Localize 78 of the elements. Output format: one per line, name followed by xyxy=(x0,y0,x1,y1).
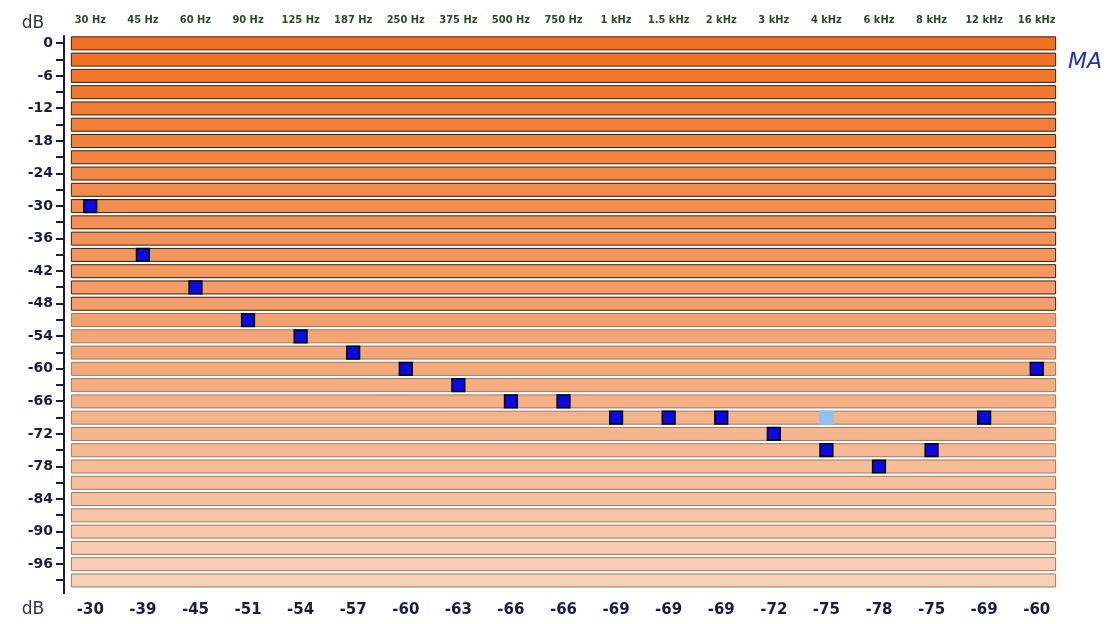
point xyxy=(766,426,781,442)
point xyxy=(924,443,939,458)
x-tick-label: 12 kHz xyxy=(965,13,1004,27)
data-label: -54 xyxy=(287,599,315,618)
x-tick-label: 750 Hz xyxy=(544,13,583,27)
y-tick-label: -72 xyxy=(27,424,53,441)
y-tick-label: 0 xyxy=(43,33,54,50)
data-label: -63 xyxy=(444,599,472,618)
y-tick-label: -54 xyxy=(27,326,54,343)
y-tick-label: -18 xyxy=(27,131,53,148)
x-tick-label: 30 Hz xyxy=(74,13,107,27)
text: MA xyxy=(1067,47,1103,73)
point xyxy=(293,329,308,344)
x-tick-label: 8 kHz xyxy=(916,13,948,27)
y-axis-title: dB xyxy=(21,12,45,33)
y-tick-label: -12 xyxy=(27,99,53,116)
x-tick-label: 1 kHz xyxy=(600,13,632,27)
data-label: -66 xyxy=(549,599,578,618)
x-tick-label: 2 kHz xyxy=(705,13,737,27)
x-tick-label: 500 Hz xyxy=(491,13,531,27)
point xyxy=(714,410,729,425)
point xyxy=(871,459,887,474)
y-tick-label: -96 xyxy=(27,554,53,571)
data-label: -69 xyxy=(707,599,735,618)
point xyxy=(556,394,571,409)
point xyxy=(135,247,150,263)
y-tick-label: -66 xyxy=(27,392,53,409)
point xyxy=(398,361,413,376)
point xyxy=(977,410,992,425)
data-label: -72 xyxy=(760,599,788,618)
x-tick-label: 45 Hz xyxy=(127,13,159,27)
data-label: -30 xyxy=(76,599,104,618)
point xyxy=(1029,361,1044,376)
text: dB xyxy=(21,598,45,619)
y-tick-label: -60 xyxy=(27,359,54,376)
y-tick-label: -30 xyxy=(27,196,54,213)
x-tick-label: 375 Hz xyxy=(439,13,478,27)
point xyxy=(346,345,361,360)
y-tick-label: -48 xyxy=(27,294,53,311)
data-label: -45 xyxy=(181,599,209,618)
y-tick-label: -36 xyxy=(27,229,53,246)
point xyxy=(503,394,519,409)
x-tick-label: 125 Hz xyxy=(281,13,320,27)
point xyxy=(608,410,624,425)
x-tick-label: 90 Hz xyxy=(232,13,264,27)
data-label: -57 xyxy=(339,599,367,618)
point xyxy=(83,198,98,214)
x-tick-label: 250 Hz xyxy=(386,13,426,27)
data-label: -75 xyxy=(812,599,840,618)
point xyxy=(661,410,676,425)
data-label: -78 xyxy=(865,599,893,618)
x-tick-label: 16 kHz xyxy=(1017,13,1056,27)
data-label: -60 xyxy=(1023,599,1051,618)
x-tick-label: 1.5 kHz xyxy=(647,13,690,27)
point xyxy=(819,443,834,458)
x-tick-label: 3 kHz xyxy=(758,13,790,27)
point xyxy=(819,410,834,425)
data-label: -69 xyxy=(970,599,998,618)
y-tick-label: -24 xyxy=(27,164,54,181)
y-tick-label: -84 xyxy=(27,489,54,506)
data-label: -66 xyxy=(497,599,525,618)
point xyxy=(188,280,203,295)
y-tick-label: -6 xyxy=(37,66,53,83)
y-tick-label: -90 xyxy=(27,522,54,539)
data-label: -69 xyxy=(602,599,630,618)
data-label: -69 xyxy=(655,599,683,618)
point xyxy=(240,312,256,328)
data-label: -39 xyxy=(129,599,157,618)
data-label: -75 xyxy=(918,599,946,618)
x-tick-label: 187 Hz xyxy=(334,13,373,27)
point xyxy=(451,378,466,393)
y-tick-label: -78 xyxy=(27,457,53,474)
y-tick-label: -42 xyxy=(27,261,53,278)
data-label: -51 xyxy=(234,599,262,618)
data-label: -60 xyxy=(392,599,420,618)
x-tick-label: 6 kHz xyxy=(863,13,895,27)
x-tick-label: 60 Hz xyxy=(179,13,212,27)
x-tick-label: 4 kHz xyxy=(810,13,843,27)
